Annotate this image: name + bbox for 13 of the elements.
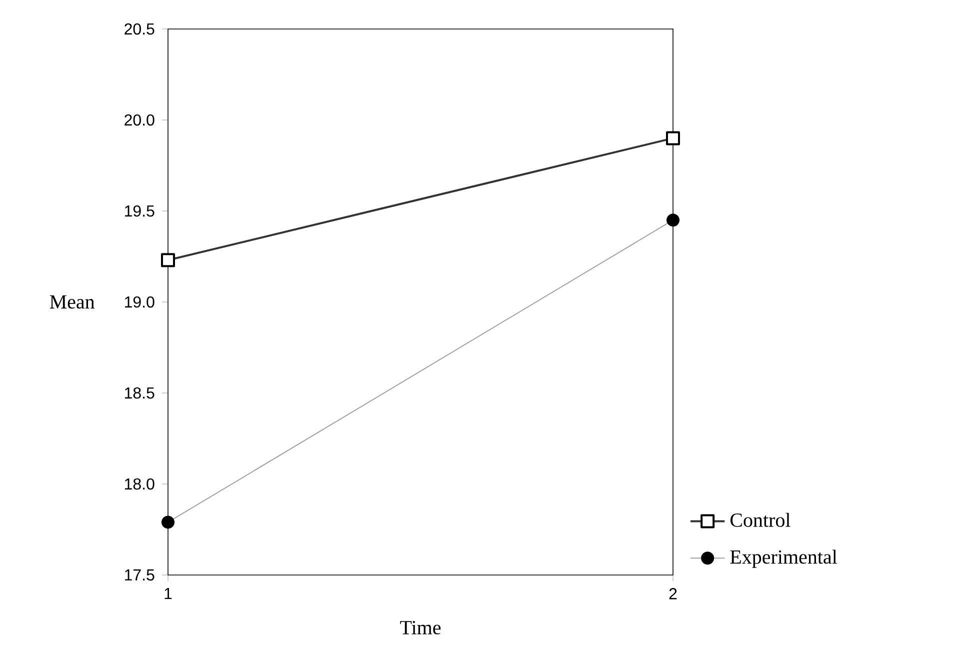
y-tick-label: 18.5 <box>125 387 154 399</box>
y-tick-label: 17.5 <box>125 569 154 581</box>
y-tick-label: 20.5 <box>124 23 154 35</box>
y-tick-label: 19.0 <box>125 296 154 308</box>
x-axis-title: Time <box>400 620 441 634</box>
x-tick-label: 2 <box>669 588 677 600</box>
y-tick-label: 19.5 <box>125 205 154 217</box>
legend-label: Control <box>730 512 790 527</box>
legend-label: Experimental <box>730 550 837 568</box>
y-tick-label: 18.0 <box>125 478 154 490</box>
y-tick-label: 20.0 <box>124 114 154 126</box>
x-tick-label: 1 <box>164 588 172 600</box>
y-axis-title: Mean <box>50 295 95 309</box>
